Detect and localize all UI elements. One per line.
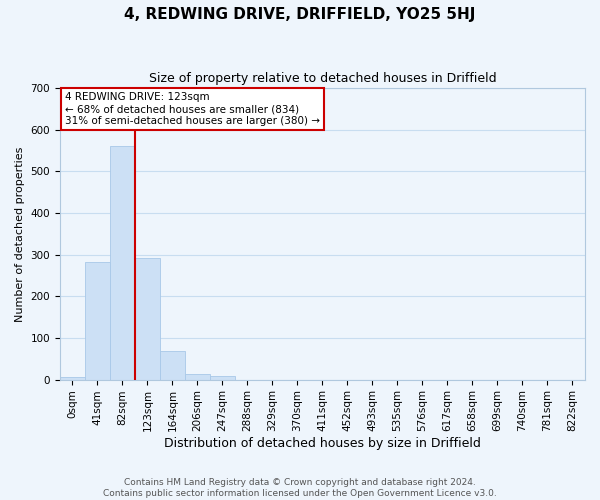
Bar [135, 258, 160, 380]
Y-axis label: Number of detached properties: Number of detached properties [15, 146, 25, 322]
Bar [85, 262, 110, 380]
Text: 4, REDWING DRIVE, DRIFFIELD, YO25 5HJ: 4, REDWING DRIVE, DRIFFIELD, YO25 5HJ [124, 8, 476, 22]
X-axis label: Distribution of detached houses by size in Driffield: Distribution of detached houses by size … [164, 437, 481, 450]
Title: Size of property relative to detached houses in Driffield: Size of property relative to detached ho… [149, 72, 496, 86]
Bar [210, 376, 235, 380]
Text: Contains HM Land Registry data © Crown copyright and database right 2024.
Contai: Contains HM Land Registry data © Crown c… [103, 478, 497, 498]
Bar [110, 146, 135, 380]
Bar [160, 352, 185, 380]
Text: 4 REDWING DRIVE: 123sqm
← 68% of detached houses are smaller (834)
31% of semi-d: 4 REDWING DRIVE: 123sqm ← 68% of detache… [65, 92, 320, 126]
Bar [185, 374, 210, 380]
Bar [60, 376, 85, 380]
